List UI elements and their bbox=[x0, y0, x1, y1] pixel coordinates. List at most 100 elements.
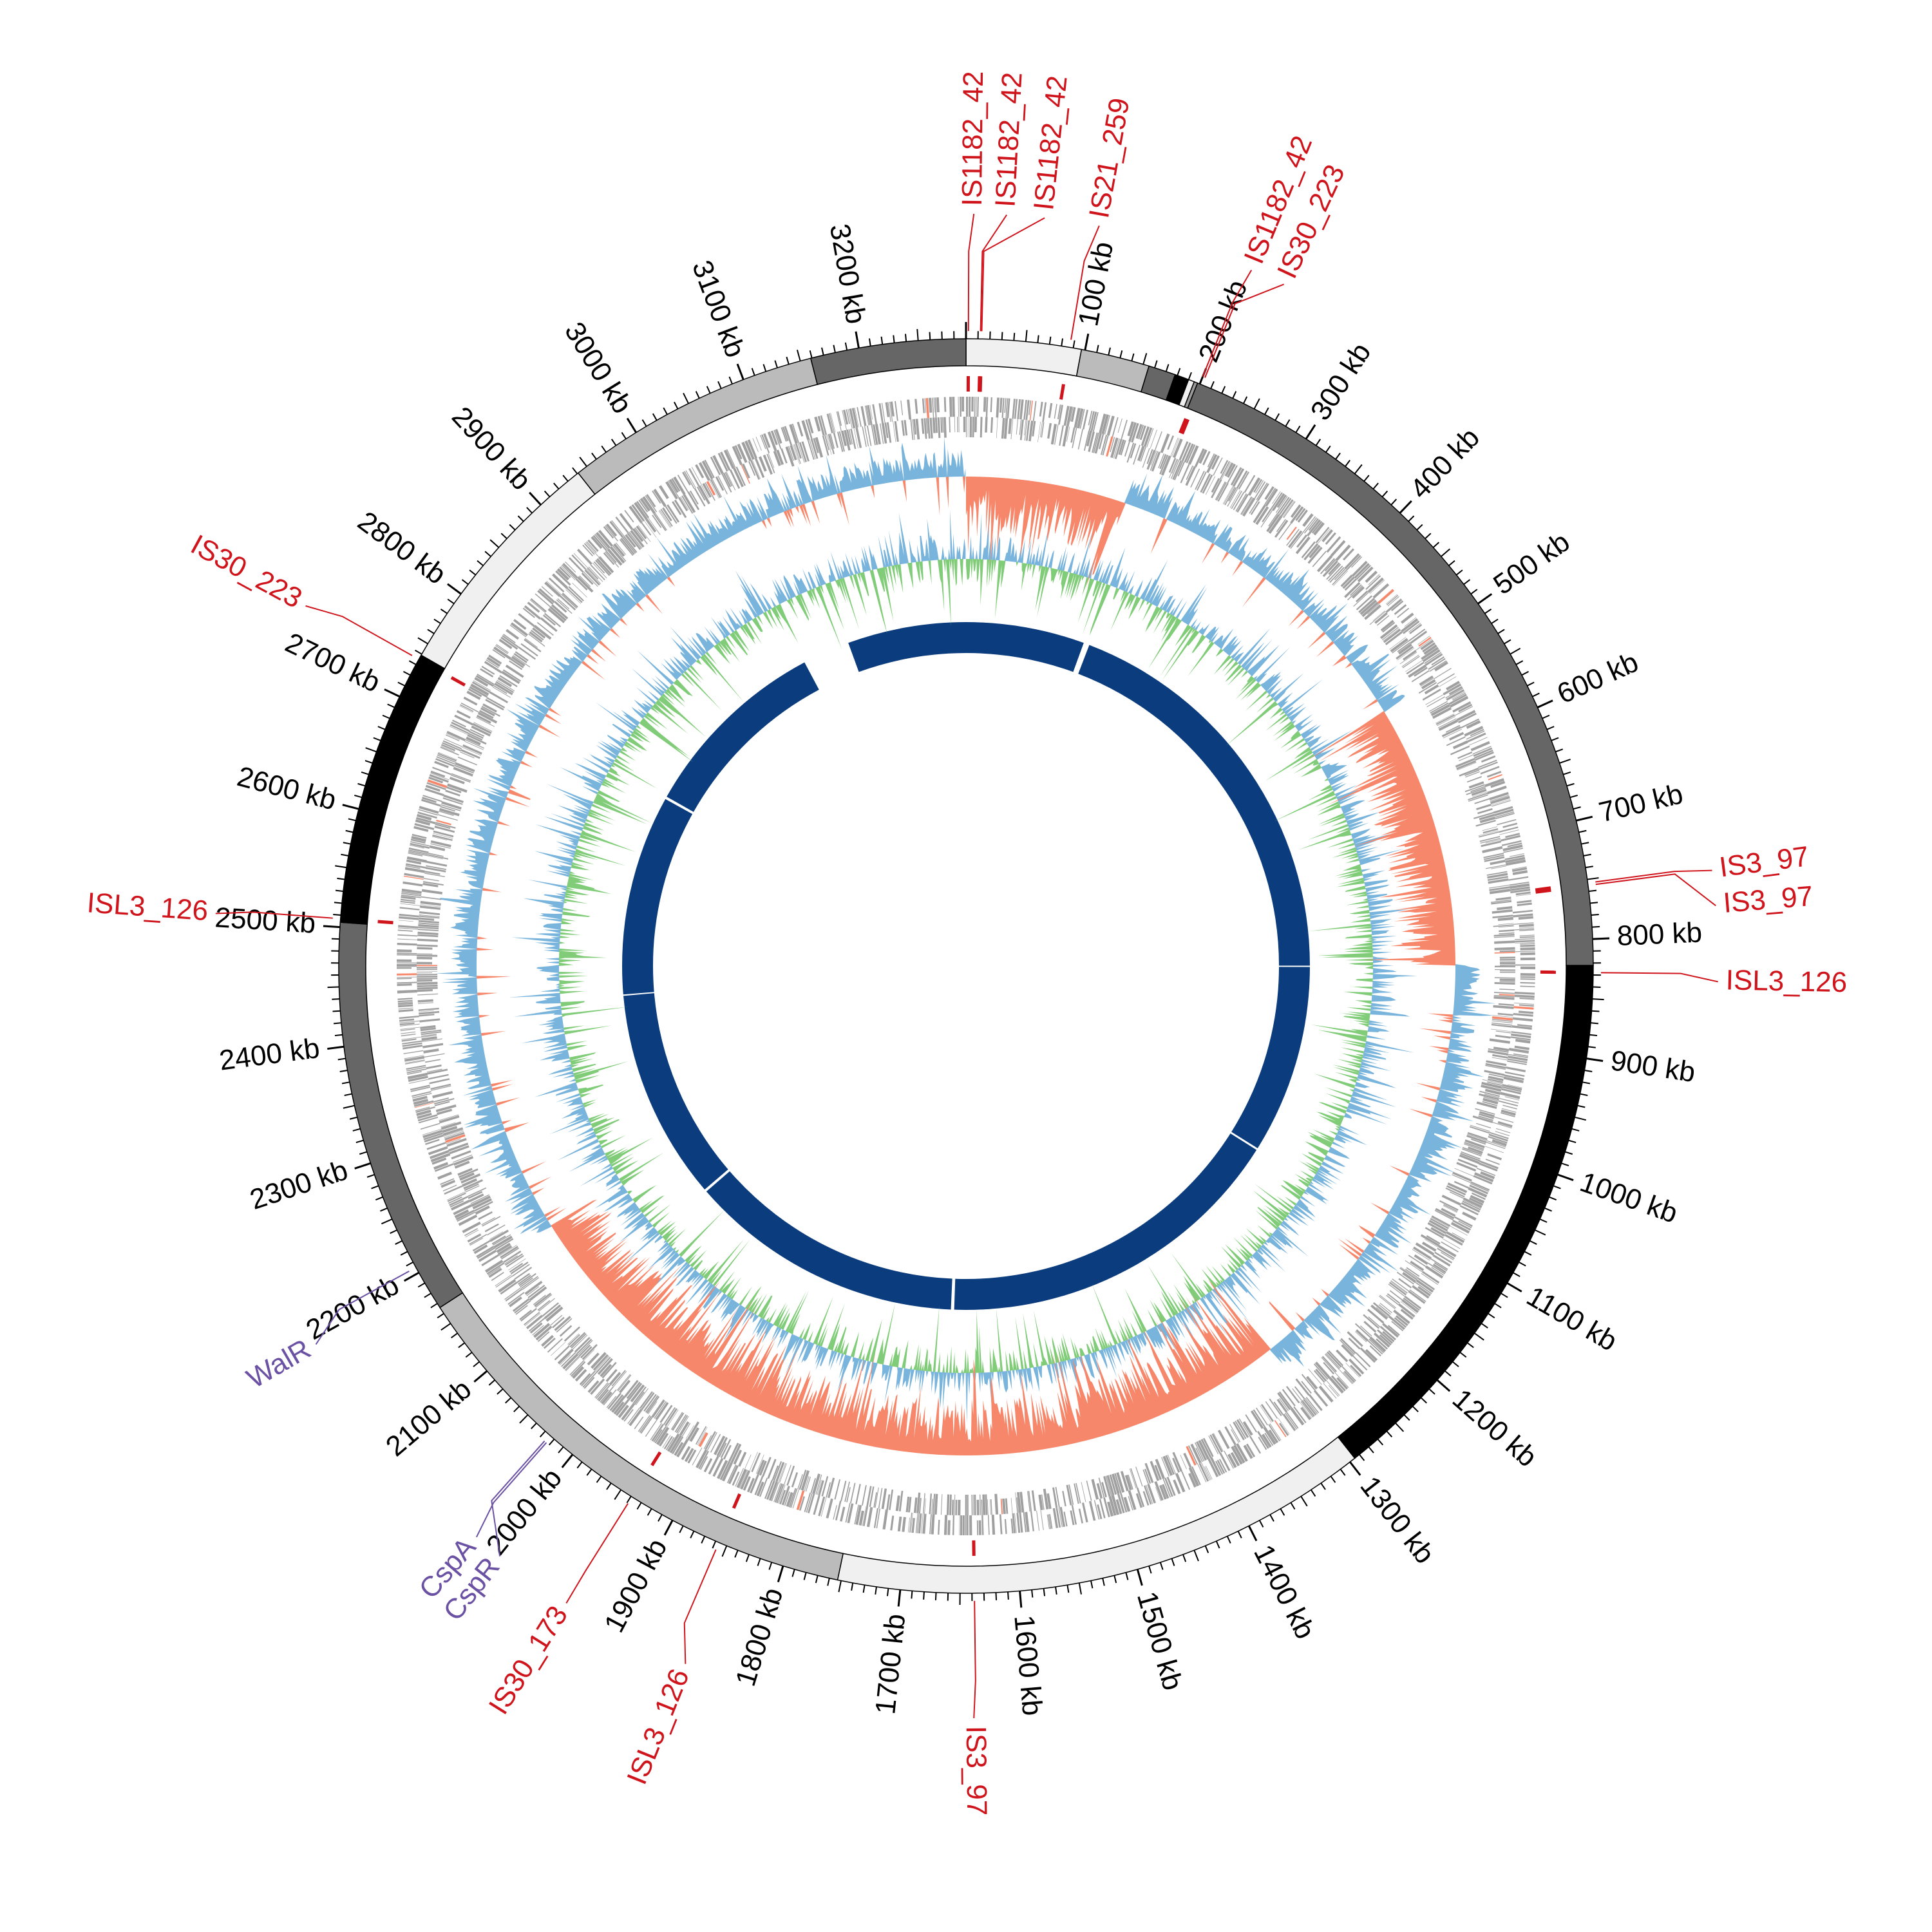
minor-tick bbox=[349, 1116, 357, 1120]
insertion-sequence-mark bbox=[1179, 418, 1188, 434]
minor-tick bbox=[1335, 452, 1341, 460]
minor-tick bbox=[484, 551, 491, 557]
minor-tick bbox=[1193, 1549, 1199, 1562]
minor-tick bbox=[1171, 1558, 1175, 1566]
minor-tick bbox=[768, 1562, 773, 1570]
minor-tick bbox=[1221, 386, 1226, 394]
annotation-label: IS3_97 bbox=[1718, 840, 1811, 883]
minor-tick bbox=[1320, 1482, 1326, 1490]
minor-tick bbox=[433, 618, 441, 624]
minor-tick bbox=[1513, 1272, 1520, 1277]
minor-tick bbox=[1148, 1566, 1152, 1574]
minor-tick bbox=[1264, 407, 1269, 415]
minor-tick bbox=[1569, 795, 1578, 799]
annotation-leader-line bbox=[491, 1440, 545, 1557]
minor-tick bbox=[1441, 548, 1451, 557]
minor-tick bbox=[1564, 1151, 1573, 1155]
major-tick bbox=[777, 1566, 784, 1582]
annotation-label: IS3_97 bbox=[960, 1726, 992, 1816]
minor-tick bbox=[380, 1208, 388, 1212]
minor-tick bbox=[344, 1093, 352, 1096]
minor-tick bbox=[375, 1196, 383, 1201]
minor-tick bbox=[1577, 1104, 1586, 1108]
minor-tick bbox=[809, 350, 813, 359]
tick-label: 200 kb bbox=[1193, 276, 1254, 366]
tick-label: 900 kb bbox=[1609, 1045, 1698, 1088]
minor-tick bbox=[1488, 1312, 1495, 1319]
minor-tick bbox=[461, 579, 469, 585]
minor-tick bbox=[827, 1578, 830, 1586]
minor-tick bbox=[904, 334, 907, 342]
minor-tick bbox=[1481, 1323, 1488, 1329]
minor-tick bbox=[1583, 853, 1591, 857]
minor-tick bbox=[1428, 1388, 1435, 1395]
minor-tick bbox=[359, 1151, 368, 1155]
annotation-leader-line bbox=[475, 1442, 547, 1538]
annotation-label: IS3_97 bbox=[1722, 880, 1814, 919]
minor-tick bbox=[402, 670, 411, 676]
tick-label: 2800 kb bbox=[352, 506, 451, 591]
minor-tick bbox=[427, 629, 435, 634]
minor-tick bbox=[519, 1414, 529, 1424]
insertion-sequence-mark bbox=[978, 376, 983, 392]
tick-label: 500 kb bbox=[1488, 526, 1575, 601]
ideogram-band bbox=[1075, 348, 1150, 393]
minor-tick bbox=[1452, 1361, 1459, 1367]
minor-tick bbox=[596, 1475, 602, 1483]
major-tick bbox=[1576, 815, 1593, 822]
minor-tick bbox=[621, 431, 627, 440]
minor-tick bbox=[1510, 647, 1521, 655]
insertion-sequence-mark bbox=[1535, 886, 1551, 892]
major-tick bbox=[736, 363, 744, 380]
ideogram-band bbox=[1187, 382, 1594, 966]
inner-ring-segment bbox=[954, 1133, 1257, 1310]
minor-tick bbox=[1553, 1185, 1561, 1189]
minor-tick bbox=[911, 1591, 913, 1599]
tick-label: 400 kb bbox=[1404, 422, 1486, 505]
minor-tick bbox=[558, 1446, 564, 1454]
minor-tick bbox=[1519, 1262, 1526, 1267]
minor-tick bbox=[636, 1502, 642, 1510]
minor-tick bbox=[562, 475, 569, 482]
minor-tick bbox=[548, 1439, 555, 1446]
annotation-leader-line bbox=[1070, 225, 1100, 340]
minor-tick bbox=[366, 1173, 375, 1178]
minor-tick bbox=[343, 842, 351, 845]
annotation-leader-line bbox=[305, 605, 413, 656]
minor-tick bbox=[451, 1332, 458, 1339]
minor-tick bbox=[397, 681, 406, 687]
minor-tick bbox=[1587, 877, 1599, 880]
minor-tick bbox=[1551, 737, 1559, 741]
minor-tick bbox=[1584, 1070, 1593, 1072]
minor-tick bbox=[1515, 660, 1524, 665]
tick-label: 1500 kb bbox=[1131, 1588, 1189, 1694]
annotation-leader-line bbox=[1595, 869, 1712, 883]
minor-tick bbox=[1566, 782, 1575, 787]
tick-label: 800 kb bbox=[1616, 917, 1703, 952]
minor-tick bbox=[377, 726, 386, 730]
major-tick bbox=[1084, 333, 1090, 350]
minor-tick bbox=[1390, 498, 1397, 506]
tick-label: 2700 kb bbox=[280, 627, 384, 699]
minor-tick bbox=[591, 452, 597, 460]
minor-tick bbox=[1237, 1531, 1242, 1539]
insertion-sequence-mark bbox=[450, 676, 466, 687]
tick-label: 1000 kb bbox=[1576, 1166, 1681, 1229]
minor-tick bbox=[757, 1558, 761, 1566]
cds-track-reverse bbox=[417, 417, 1516, 1515]
inner-ring-segment bbox=[622, 799, 693, 995]
annotation-label: WalR bbox=[242, 1333, 316, 1395]
minor-tick bbox=[469, 569, 477, 576]
major-tick bbox=[855, 331, 860, 348]
minor-tick bbox=[1575, 1116, 1586, 1121]
minor-tick bbox=[1535, 1229, 1546, 1236]
minor-tick bbox=[1253, 398, 1260, 410]
minor-tick bbox=[1455, 569, 1463, 576]
minor-tick bbox=[1532, 692, 1540, 697]
minor-tick bbox=[331, 938, 339, 940]
tick-label: 1100 kb bbox=[1521, 1280, 1622, 1358]
minor-tick bbox=[1363, 475, 1370, 482]
minor-tick bbox=[400, 1251, 408, 1256]
minor-tick bbox=[1007, 1591, 1009, 1600]
